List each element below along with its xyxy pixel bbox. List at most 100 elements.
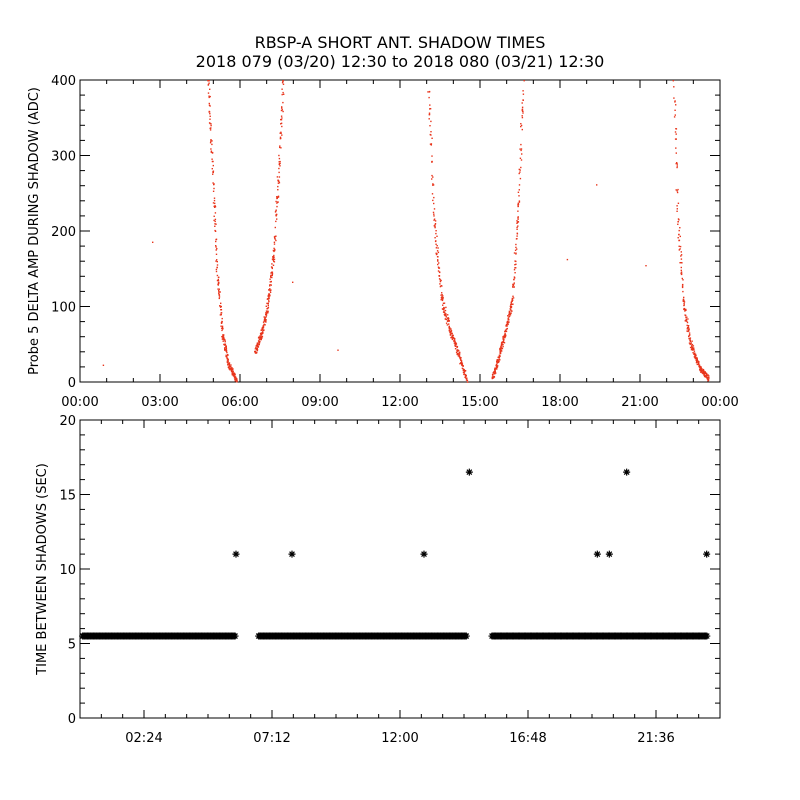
data-point: [254, 348, 257, 350]
data-point: [693, 353, 695, 355]
data-point: [267, 310, 269, 312]
data-point: [522, 112, 524, 114]
data-point: [435, 247, 438, 249]
data-point: [213, 199, 216, 202]
data-point: [274, 248, 276, 251]
data-point: [269, 291, 272, 293]
data-point: [679, 245, 682, 248]
data-point: [441, 294, 443, 296]
data-point: [221, 321, 223, 323]
data-point: [442, 298, 444, 300]
data-point: [515, 253, 517, 255]
data-point: [268, 296, 270, 299]
data-point: [520, 159, 523, 161]
data-point: [683, 301, 686, 303]
y-tick-label: 5: [68, 638, 76, 653]
data-point: [504, 332, 506, 335]
data-point: [689, 343, 691, 346]
x-tick-label: 21:36: [637, 731, 674, 746]
data-point: [449, 331, 451, 333]
data-point: [689, 334, 691, 336]
data-point: [217, 283, 219, 285]
data-point: [521, 153, 523, 155]
data-point: [501, 350, 503, 352]
data-point: [459, 357, 461, 359]
data-point: [439, 285, 442, 288]
data-point: [689, 339, 691, 341]
data-point: [272, 255, 275, 258]
data-point: [277, 201, 279, 203]
data-point: [215, 246, 217, 248]
data-point: [499, 347, 501, 350]
data-point: [504, 330, 506, 333]
data-point: [220, 325, 222, 327]
data-point: [521, 102, 523, 104]
data-point: [457, 349, 459, 351]
data-point: [512, 283, 514, 286]
data-point: [216, 259, 218, 261]
data-point: [679, 235, 681, 238]
data-point: [698, 364, 701, 366]
data-point: [261, 329, 263, 331]
data-point: [447, 317, 449, 319]
data-point: [520, 149, 522, 152]
delta-amp-panel: 00:00 03:00 06:00 09:00 12:00 15:00 18:00 21:00…: [27, 74, 739, 410]
data-point: [680, 266, 682, 269]
data-point: [444, 312, 446, 314]
data-point: [512, 295, 514, 297]
data-point: [282, 110, 284, 113]
data-point: [267, 312, 269, 314]
data-point: [428, 96, 430, 99]
data-point: [708, 377, 710, 379]
data-point: [516, 235, 518, 237]
data-point: [225, 349, 228, 351]
data-point: [453, 340, 455, 342]
data-point: [676, 208, 678, 210]
data-point: [234, 375, 236, 378]
data-point: [259, 332, 262, 335]
data-point: [228, 363, 230, 365]
data-point: [218, 294, 221, 296]
data-point: [501, 342, 503, 344]
data-point: [462, 371, 465, 374]
data-point: [683, 304, 685, 306]
data-point: [509, 308, 511, 310]
data-point: [270, 280, 272, 283]
data-point: [512, 285, 514, 287]
data-point: [267, 295, 269, 297]
data-point: [452, 336, 454, 339]
data-point: [255, 351, 258, 354]
data-point: [220, 312, 223, 314]
data-point: [254, 350, 256, 353]
data-point: [519, 171, 521, 173]
data-point: [229, 367, 231, 370]
data-point: [514, 264, 516, 266]
data-point: [441, 296, 443, 299]
data-point: [678, 245, 680, 247]
data-point: [691, 348, 693, 350]
data-point: [277, 182, 280, 184]
data-point: [676, 190, 678, 192]
data-point: [217, 280, 220, 282]
data-point: [227, 366, 230, 368]
data-point: [270, 275, 272, 278]
data-point: [264, 316, 266, 319]
data-point: [522, 93, 525, 95]
data-point: [210, 140, 212, 142]
data-point: [445, 313, 447, 315]
y-tick-label: 0: [68, 712, 76, 727]
data-point: [262, 326, 265, 329]
data-point: [495, 366, 498, 368]
data-point: [266, 302, 268, 305]
data-point: [501, 347, 503, 349]
data-point: [220, 322, 223, 324]
data-point: [702, 368, 704, 371]
data-point: [267, 304, 269, 307]
data-point: [496, 367, 498, 369]
data-point: [256, 342, 259, 344]
data-point: [493, 375, 495, 378]
data-point: [510, 309, 512, 311]
data-point: [508, 314, 510, 316]
data-point: [268, 299, 270, 301]
data-point: [507, 317, 509, 319]
